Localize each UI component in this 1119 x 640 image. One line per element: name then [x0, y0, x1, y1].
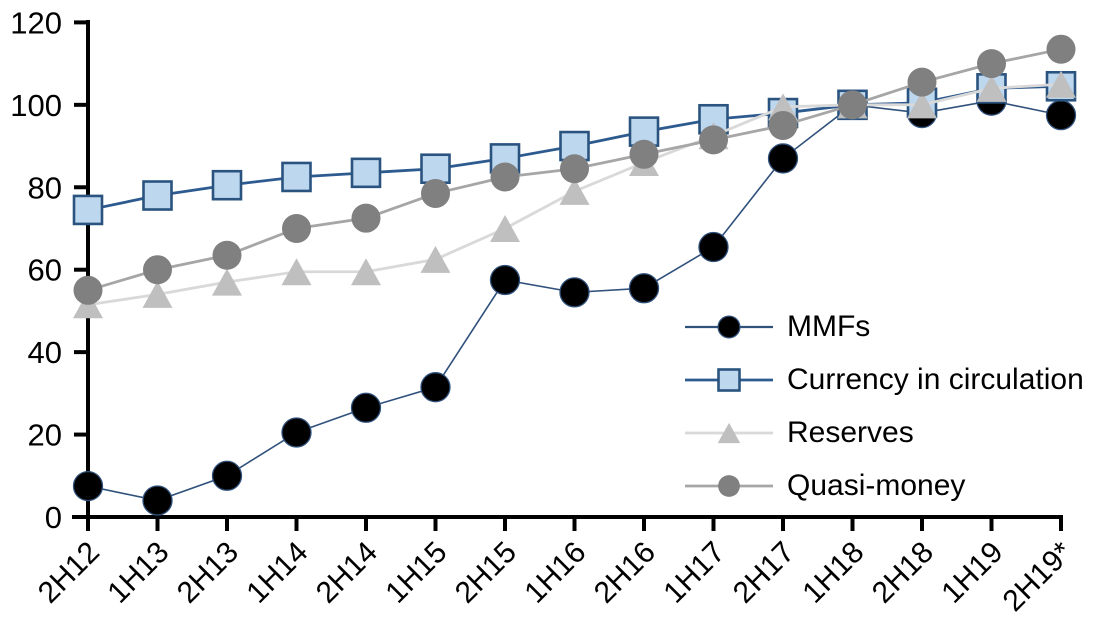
- reserves-marker: [1046, 70, 1076, 98]
- chart-legend: MMFs Currency in circulation Reserves Qu…: [683, 309, 1084, 504]
- x-tick-label: 2H16: [588, 536, 662, 610]
- reserves-marker: [559, 177, 590, 205]
- x-tick-label: 2H12: [32, 536, 106, 610]
- reserves-marker: [490, 214, 520, 242]
- quasi-money-marker: [421, 178, 450, 208]
- y-tick-label: 80: [28, 170, 62, 205]
- quasi-money-marker: [143, 255, 172, 285]
- legend-label: MMFs: [787, 310, 871, 343]
- y-tick-label: 120: [10, 5, 62, 40]
- quasi-money-marker: [629, 139, 659, 169]
- quasi-money-marker: [718, 475, 740, 497]
- quasi-money-marker: [490, 162, 520, 192]
- mmfs-marker: [559, 277, 590, 308]
- reserves-marker: [212, 268, 242, 296]
- x-tick-label: 1H14: [240, 536, 314, 610]
- x-tick-label: 2H15: [449, 536, 523, 610]
- currency-in-circulation-marker: [281, 161, 312, 193]
- reserves-marker: [420, 245, 451, 273]
- x-tick-label: 1H16: [518, 536, 592, 610]
- series-quasi-money: [73, 34, 1076, 305]
- quasi-money-marker: [282, 213, 311, 243]
- x-tick-label: 2H18: [866, 536, 940, 610]
- legend-item-quasi-money: Quasi-money: [683, 468, 1084, 504]
- mmfs-marker: [211, 460, 243, 491]
- mmfs-marker: [698, 231, 729, 263]
- legend-item-currency-in-circulation: Currency in circulation: [683, 362, 1084, 398]
- reserves-marker: [351, 258, 381, 286]
- x-tick-label: 1H15: [379, 536, 453, 610]
- mmfs-marker-icon: [685, 315, 773, 339]
- x-tick-label: 2H13: [171, 536, 245, 610]
- currency-in-circulation-marker: [211, 169, 243, 201]
- y-tick-label: 100: [10, 88, 62, 123]
- reserves-marker: [142, 280, 173, 308]
- x-tick-label: 1H17: [657, 536, 731, 610]
- legend-item-mmfs: MMFs: [683, 309, 1084, 345]
- currency-in-circulation-marker: [72, 194, 104, 226]
- legend-label: Quasi-money: [787, 469, 966, 502]
- reserves-marker: [281, 258, 312, 286]
- quasi-money-marker: [560, 154, 589, 184]
- quasi-money-marker: [838, 90, 867, 120]
- quasi-money-marker: [768, 110, 798, 140]
- y-tick-label: 40: [28, 335, 62, 370]
- legend-label: Currency in circulation: [787, 363, 1084, 396]
- y-tick-label: 0: [45, 500, 62, 535]
- x-tick-label: 1H13: [101, 536, 175, 610]
- quasi-money-marker: [977, 49, 1006, 79]
- mmfs-marker: [350, 392, 382, 423]
- currency-in-circulation-marker: [420, 153, 451, 185]
- quasi-money-marker: [907, 67, 937, 97]
- currency-in-circulation-marker: [350, 157, 382, 189]
- currency-marker-icon: [685, 368, 773, 392]
- quasi-money-marker: [1046, 34, 1076, 64]
- mmfs-marker: [72, 470, 104, 502]
- x-tick-label: 2H17: [727, 536, 801, 610]
- mmfs-marker: [281, 417, 312, 448]
- y-tick-label: 20: [28, 418, 62, 453]
- currency-in-circulation-marker: [142, 180, 173, 211]
- mmfs-marker: [142, 485, 173, 516]
- legend-item-reserves: Reserves: [683, 415, 1084, 451]
- reserves-marker-icon: [685, 422, 773, 444]
- reserves-marker: [976, 74, 1007, 102]
- reserves-marker: [907, 91, 937, 119]
- series-reserves: [73, 70, 1076, 319]
- x-tick-label: 2H14: [310, 536, 384, 610]
- mmfs-marker: [717, 315, 741, 339]
- x-tick-label: 1H19: [935, 536, 1009, 610]
- mmfs-marker: [1045, 99, 1077, 131]
- mmfs-marker: [420, 372, 451, 403]
- legend-label: Reserves: [787, 416, 914, 449]
- quasi-money-marker: [212, 240, 242, 270]
- x-tick-label: 2H19*: [997, 535, 1080, 618]
- y-tick-label: 60: [28, 253, 62, 288]
- mmfs-marker: [767, 143, 799, 174]
- quasi-money-marker-icon: [685, 475, 773, 497]
- x-tick-label: 1H18: [796, 536, 870, 610]
- mmfs-marker: [628, 273, 660, 304]
- reserves-marker: [717, 422, 741, 444]
- quasi-money-marker: [351, 203, 381, 233]
- currency-in-circulation-marker: [717, 368, 741, 392]
- quasi-money-marker: [699, 125, 728, 155]
- mmfs-marker: [489, 264, 521, 296]
- quasi-money-marker: [73, 275, 103, 305]
